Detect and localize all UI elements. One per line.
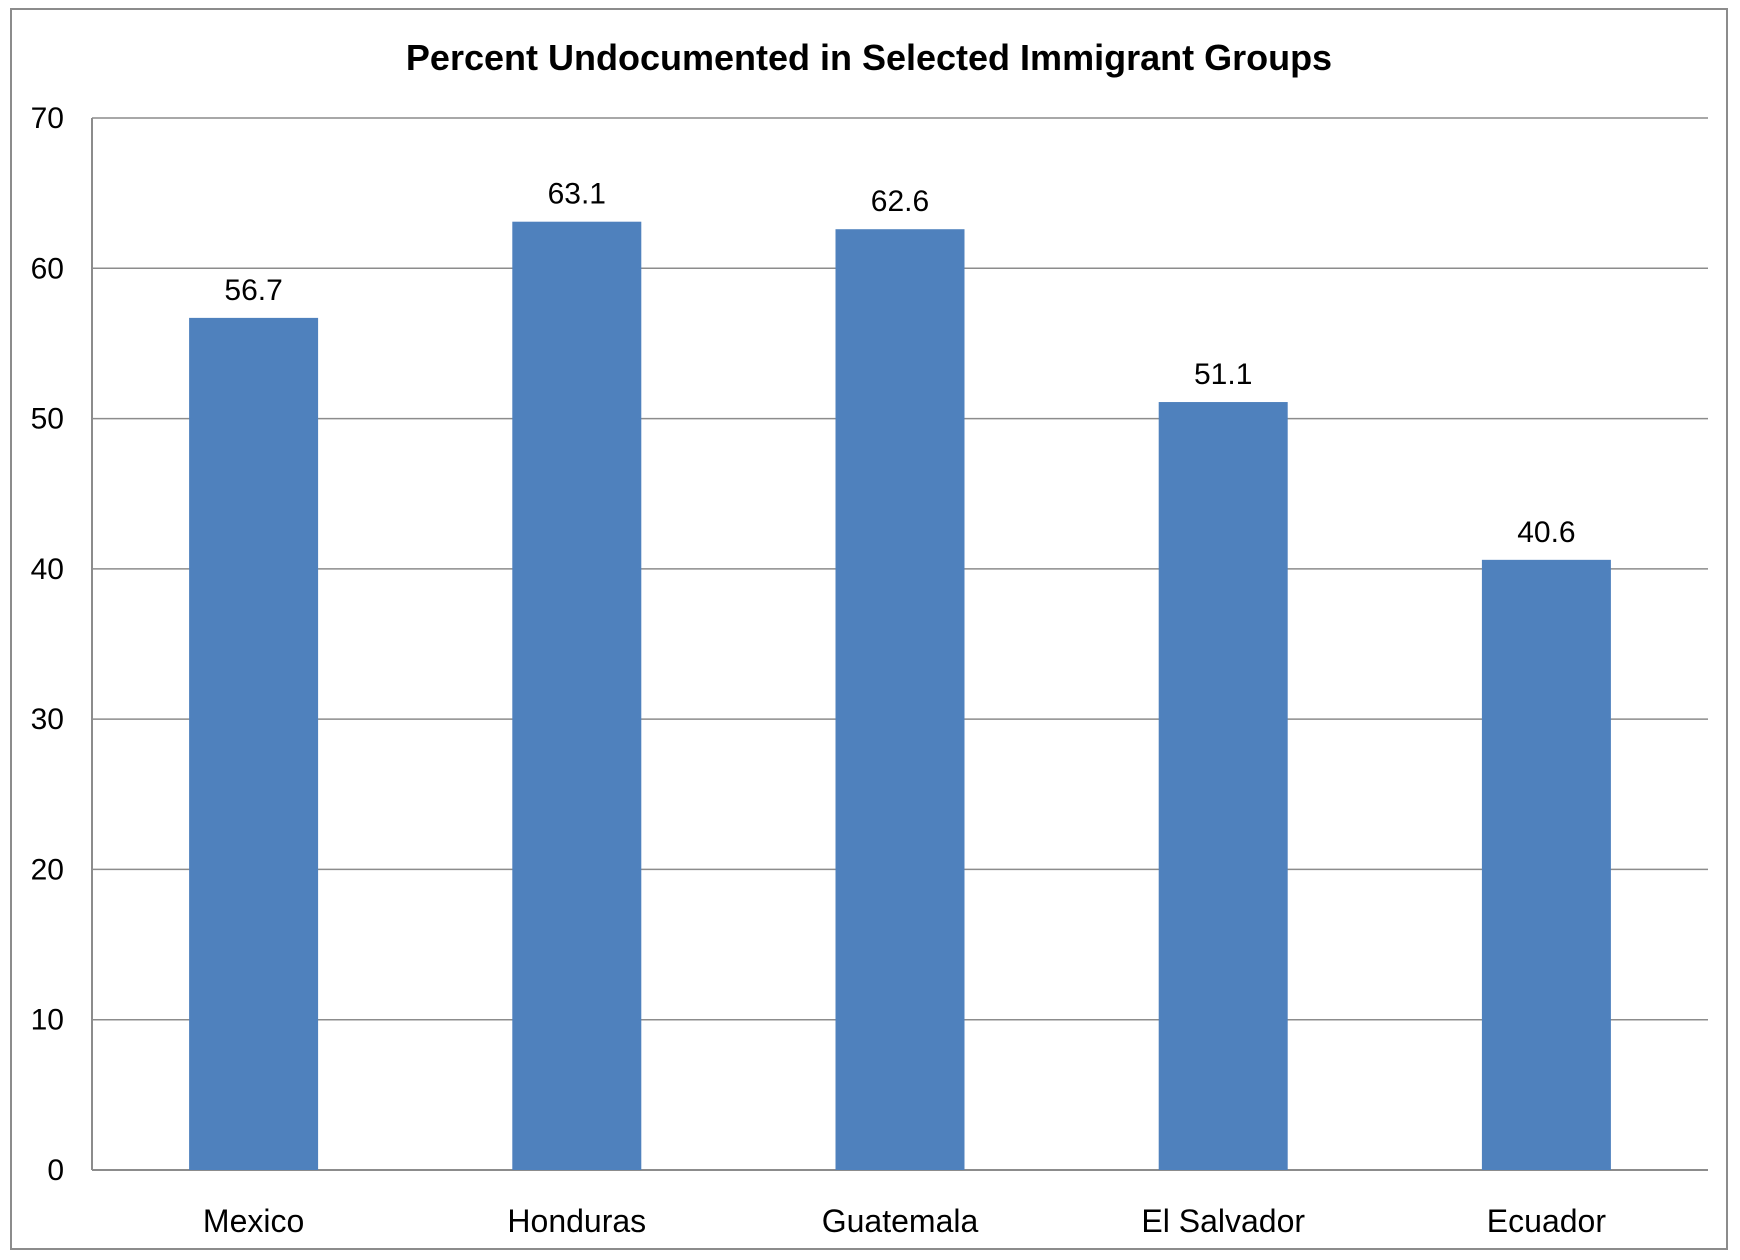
bar	[835, 229, 965, 1170]
bar	[1158, 402, 1288, 1170]
y-tick-label: 0	[47, 1154, 64, 1187]
y-tick-label: 30	[31, 703, 64, 736]
chart-frame: Percent Undocumented in Selected Immigra…	[10, 8, 1728, 1250]
data-label: 63.1	[548, 178, 606, 211]
y-tick-label: 70	[31, 102, 64, 135]
data-label: 51.1	[1194, 358, 1252, 391]
y-axis-ticks: 0 10 20 30 40 50 60 70	[31, 102, 64, 1187]
x-category-label: El Salvador	[1141, 1203, 1305, 1239]
x-category-label: Mexico	[203, 1203, 304, 1239]
y-tick-label: 40	[31, 553, 64, 586]
x-category-label: Ecuador	[1487, 1203, 1607, 1239]
data-label: 62.6	[871, 185, 929, 218]
bars	[189, 221, 1611, 1170]
y-tick-label: 50	[31, 403, 64, 436]
bar-chart: Percent Undocumented in Selected Immigra…	[31, 37, 1708, 1239]
bar	[189, 317, 319, 1170]
bar	[1481, 559, 1611, 1170]
data-label: 40.6	[1517, 516, 1575, 549]
data-label: 56.7	[224, 274, 282, 307]
x-category-label: Guatemala	[822, 1203, 979, 1239]
y-tick-label: 60	[31, 252, 64, 285]
data-labels: 56.7 63.1 62.6 51.1 40.6	[224, 178, 1575, 549]
x-category-label: Honduras	[507, 1203, 646, 1239]
bar	[512, 221, 642, 1170]
x-axis-categories: Mexico Honduras Guatemala El Salvador Ecuado…	[203, 1203, 1606, 1239]
y-tick-label: 10	[31, 1004, 64, 1037]
chart-title: Percent Undocumented in Selected Immigra…	[406, 37, 1332, 78]
y-tick-label: 20	[31, 853, 64, 886]
